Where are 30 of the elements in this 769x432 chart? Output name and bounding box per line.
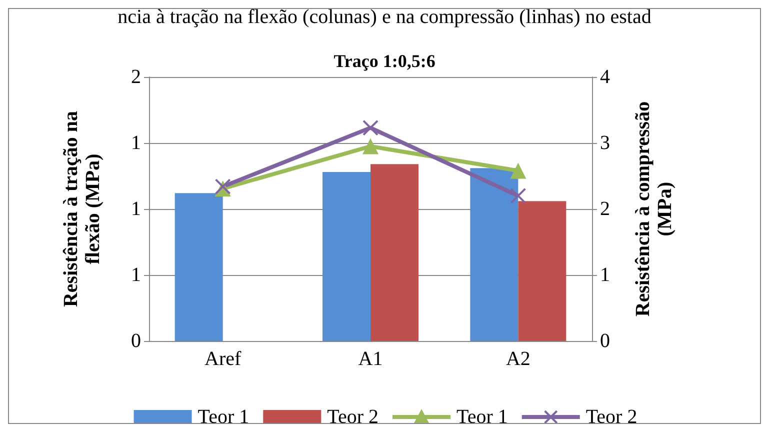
y-tick-label: 0 — [131, 330, 141, 352]
bar — [470, 168, 518, 341]
y-tick-label: 1 — [131, 132, 141, 154]
legend-label: Teor 1 — [198, 406, 250, 428]
chart-title: Traço 1:0,5:6 — [334, 51, 436, 71]
bar — [370, 164, 418, 341]
y2-tick-label: 1 — [600, 264, 610, 286]
x-tick-label: A2 — [506, 348, 530, 370]
y-axis-title: Resistência à tração na flexão (MPa) — [60, 110, 104, 308]
y-tick-label: 1 — [131, 264, 141, 286]
point — [362, 120, 378, 136]
bar — [518, 201, 566, 341]
legend-label: Teor 2 — [327, 406, 378, 428]
y2-tick-label: 4 — [600, 66, 610, 88]
legend-label: Teor 2 — [586, 406, 638, 428]
bar — [322, 172, 370, 341]
x-tick-label: Aref — [204, 348, 242, 370]
y2-tick-label: 2 — [600, 198, 610, 220]
bar — [174, 193, 223, 341]
y2-tick-label: 3 — [600, 132, 610, 154]
point — [362, 138, 378, 154]
y2-tick-label: 0 — [600, 330, 610, 352]
legend-label: Teor 1 — [456, 406, 508, 428]
y-tick-label: 2 — [131, 66, 141, 88]
point — [510, 188, 526, 204]
text: ncia à tração na flexão (colunas) e na compressão (linhas) no estad — [118, 6, 652, 28]
x-tick-label: A1 — [358, 348, 383, 370]
point — [510, 162, 526, 179]
y2-axis-title: Resistência à compressão (MPa) — [632, 101, 676, 317]
y-tick-label: 1 — [131, 198, 141, 220]
